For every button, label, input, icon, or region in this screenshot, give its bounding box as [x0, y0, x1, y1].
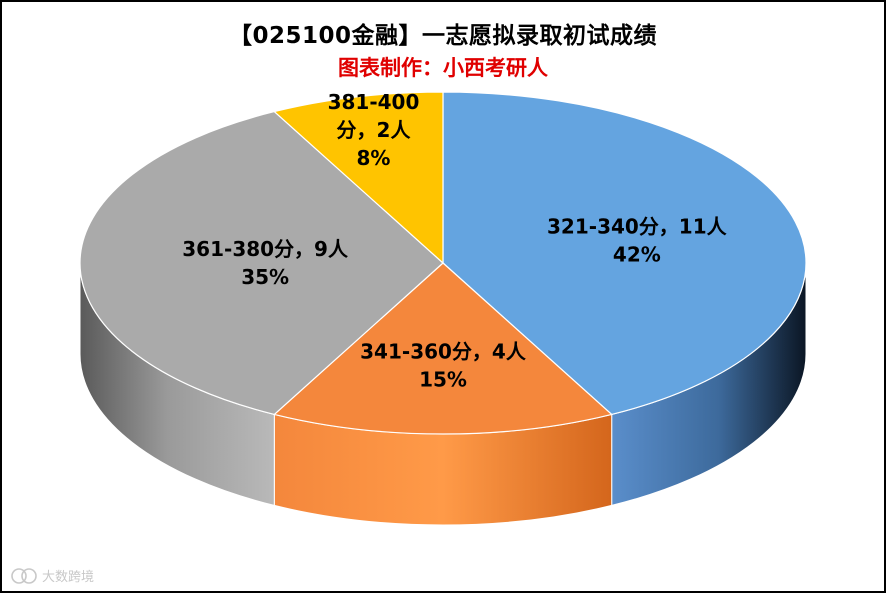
- watermark-text: 大数跨境: [42, 570, 95, 585]
- watermark-logo-icon: [11, 567, 37, 584]
- pie-tops: [79, 91, 807, 435]
- pie-labels: 321-340分，11人 42% 341-360分，4人 15%361-380分，9人…: [182, 90, 727, 391]
- chart-title: 【025100金融】一志愿拟录取初试成绩: [228, 23, 658, 49]
- slice-label-3: 381-400 分，2人 8%: [328, 90, 420, 170]
- slice-label-2: 361-380分，9人 35%: [182, 237, 349, 289]
- watermark: 大数跨境: [10, 566, 94, 585]
- pie-slice-3: [273, 91, 444, 265]
- pie-slice-2: [79, 110, 444, 416]
- slice-label-0: 321-340分，11人 42%: [547, 214, 728, 266]
- pie-slice-1: [273, 262, 613, 435]
- pie-slice-0: [442, 91, 807, 416]
- chart-subtitle: 图表制作：小西考研人: [338, 56, 548, 80]
- slice-label-1: 341-360分，4人 15%: [360, 340, 527, 392]
